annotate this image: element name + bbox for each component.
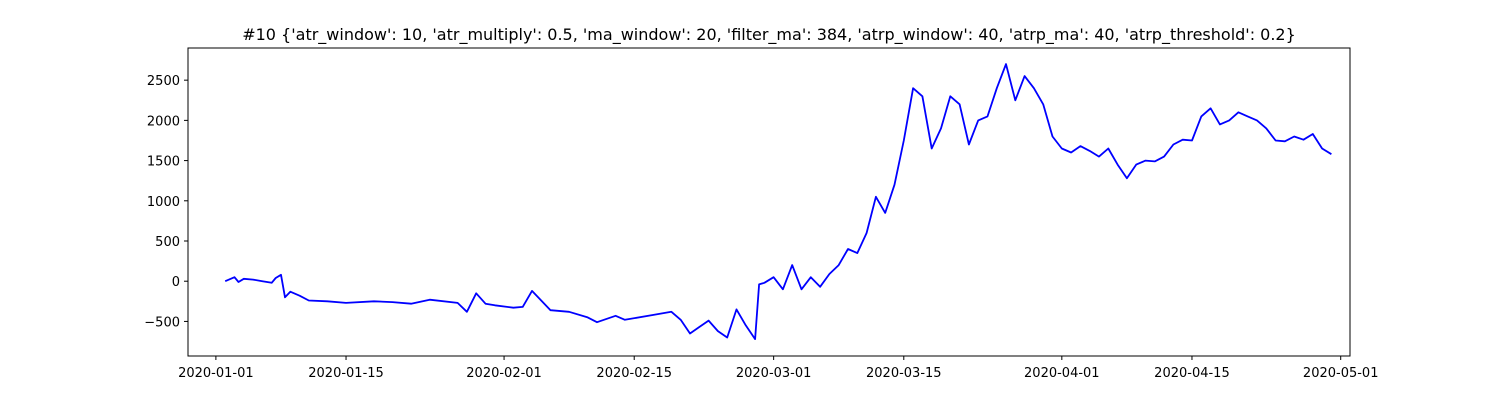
x-tick-label: 2020-04-15: [1154, 366, 1230, 381]
y-tick-label: −500: [144, 315, 180, 330]
x-tick-label: 2020-02-15: [596, 366, 672, 381]
series-line-0: [224, 63, 1332, 341]
x-tick-label: 2020-05-01: [1303, 366, 1379, 381]
y-tick-label: 2000: [147, 114, 180, 129]
chart-title: #10 {'atr_window': 10, 'atr_multiply': 0…: [242, 25, 1296, 45]
y-tick-label: 0: [172, 275, 180, 290]
y-tick-label: 1500: [147, 155, 180, 170]
y-axis: −500 0 500 1000 1500 2000 2500: [144, 74, 188, 330]
plot-area-frame: [187, 47, 1351, 357]
x-tick-label: 2020-01-01: [178, 366, 254, 381]
x-tick-label: 2020-02-01: [466, 366, 542, 381]
x-tick-label: 2020-04-01: [1024, 366, 1100, 381]
y-tick-label: 1000: [147, 195, 180, 210]
x-tick-label: 2020-03-01: [736, 366, 812, 381]
x-tick-label: 2020-01-15: [308, 366, 384, 381]
x-axis: 2020-01-01 2020-01-15 2020-02-01 2020-02-15…: [178, 356, 1378, 381]
y-tick-label: 2500: [147, 74, 180, 89]
series-layer: [224, 63, 1332, 341]
y-tick-label: 500: [155, 235, 180, 250]
x-tick-label: 2020-03-15: [866, 366, 942, 381]
